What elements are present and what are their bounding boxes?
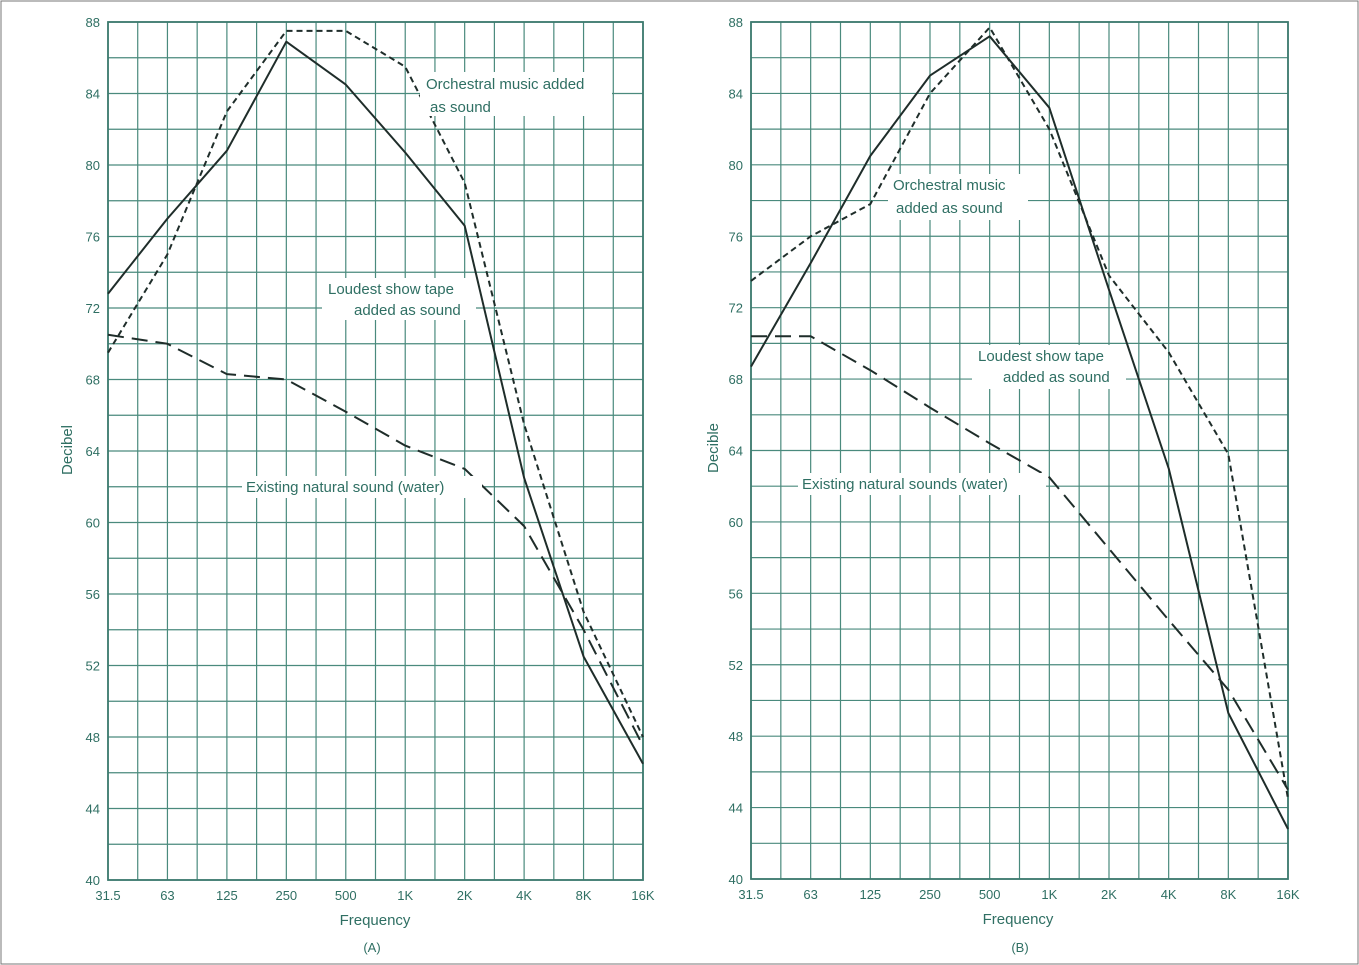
x-tick-label: 125	[216, 888, 238, 903]
annotation-bg	[242, 476, 482, 498]
x-tick-label: 250	[275, 888, 297, 903]
annotation-show-tape-line-1: Loudest show tape	[978, 348, 1104, 365]
annotation-bg	[972, 345, 1126, 389]
y-tick-label: 52	[729, 658, 743, 673]
x-tick-label: 4K	[516, 888, 532, 903]
series-line-short-dash	[750, 26, 1289, 799]
x-tick-label: 63	[803, 887, 817, 902]
grid	[750, 21, 1289, 880]
y-tick-label: 88	[86, 15, 100, 30]
x-tick-label: 2K	[457, 888, 473, 903]
y-tick-label: 48	[86, 730, 100, 745]
y-tick-label: 68	[86, 373, 100, 388]
y-tick-label: 52	[86, 659, 100, 674]
chart-panel-a: 40 44 48 52 56 60 64 68 72 76 80 84 88 31.5 63 125 250 5…	[59, 15, 655, 955]
y-tick-label: 80	[86, 158, 100, 173]
annotation-orchestral-line-2: as sound	[430, 99, 491, 116]
y-axis-label: Decibel	[59, 425, 76, 475]
annotation-orchestral-line-1: Orchestral music	[893, 177, 1006, 194]
x-axis-label: Frequency	[983, 911, 1054, 928]
annotation-natural-sound: Existing natural sound (water)	[246, 479, 444, 496]
y-tick-label: 48	[729, 729, 743, 744]
y-tick-label: 44	[729, 801, 743, 816]
y-tick-label: 60	[86, 516, 100, 531]
x-tick-label: 500	[335, 888, 357, 903]
y-tick-label: 56	[86, 587, 100, 602]
y-tick-label: 60	[729, 515, 743, 530]
y-tick-labels: 40 44 48 52 56 60 64 68 72 76 80 84 88	[86, 15, 100, 888]
x-tick-label: 31.5	[738, 887, 763, 902]
x-axis-label: Frequency	[340, 912, 411, 929]
x-tick-labels: 31.5 63 125 250 500 1K 2K 4K 8K 16K	[95, 888, 655, 903]
series-line-solid	[107, 40, 644, 765]
y-tick-label: 76	[86, 230, 100, 245]
x-tick-label: 1K	[1041, 887, 1057, 902]
x-tick-label: 16K	[631, 888, 654, 903]
annotation-orchestral-line-1: Orchestral music added	[426, 76, 584, 93]
y-tick-label: 44	[86, 802, 100, 817]
x-tick-label: 8K	[576, 888, 592, 903]
y-tick-labels: 40 44 48 52 56 60 64 68 72 76 80 84 88	[729, 15, 743, 887]
y-tick-label: 80	[729, 158, 743, 173]
series-lines	[750, 26, 1289, 830]
x-tick-label: 500	[979, 887, 1001, 902]
plot-area-border	[750, 21, 1289, 880]
y-tick-label: 72	[729, 301, 743, 316]
annotation-orchestral-line-2: added as sound	[896, 200, 1003, 217]
annotation-show-tape-line-2: added as sound	[354, 302, 461, 319]
x-tick-labels: 31.5 63 125 250 500 1K 2K 4K 8K 16K	[738, 887, 1300, 902]
y-tick-label: 64	[86, 444, 100, 459]
y-tick-label: 68	[729, 372, 743, 387]
x-tick-label: 8K	[1220, 887, 1236, 902]
annotations: Orchestral music added as sound Loudest …	[798, 174, 1126, 495]
series-line-long-dash	[107, 333, 644, 747]
annotation-show-tape-line-1: Loudest show tape	[328, 281, 454, 298]
y-axis-label: Decible	[705, 423, 722, 473]
x-tick-label: 16K	[1276, 887, 1299, 902]
series-line-short-dash	[107, 29, 644, 738]
panel-label: (A)	[363, 940, 380, 955]
y-tick-label: 88	[729, 15, 743, 30]
grid	[107, 21, 644, 881]
annotation-bg	[322, 278, 476, 320]
annotation-bg	[798, 473, 1046, 495]
panel-label: (B)	[1011, 940, 1028, 955]
y-tick-label: 84	[86, 87, 100, 102]
plot-area-border	[107, 21, 644, 881]
x-tick-label: 125	[859, 887, 881, 902]
y-tick-label: 72	[86, 301, 100, 316]
annotations: Orchestral music added as sound Loudest …	[242, 72, 612, 498]
annotation-bg	[888, 174, 1028, 220]
y-tick-label: 40	[86, 873, 100, 888]
chart-panel-b: 40 44 48 52 56 60 64 68 72 76 80 84 88 31.5 63 125 250 5…	[705, 15, 1300, 955]
annotation-natural-sounds: Existing natural sounds (water)	[802, 476, 1008, 493]
series-line-long-dash	[751, 335, 1289, 791]
annotation-show-tape-line-2: added as sound	[1003, 369, 1110, 386]
y-tick-label: 64	[729, 444, 743, 459]
x-tick-label: 63	[160, 888, 174, 903]
y-tick-label: 84	[729, 86, 743, 101]
series-lines	[107, 29, 644, 765]
x-tick-label: 4K	[1161, 887, 1177, 902]
series-line-solid	[750, 35, 1289, 830]
y-tick-label: 76	[729, 229, 743, 244]
y-tick-label: 40	[729, 872, 743, 887]
x-tick-label: 31.5	[95, 888, 120, 903]
annotation-bg	[420, 72, 612, 116]
x-tick-label: 1K	[397, 888, 413, 903]
x-tick-label: 2K	[1101, 887, 1117, 902]
y-tick-label: 56	[729, 586, 743, 601]
x-tick-label: 250	[919, 887, 941, 902]
